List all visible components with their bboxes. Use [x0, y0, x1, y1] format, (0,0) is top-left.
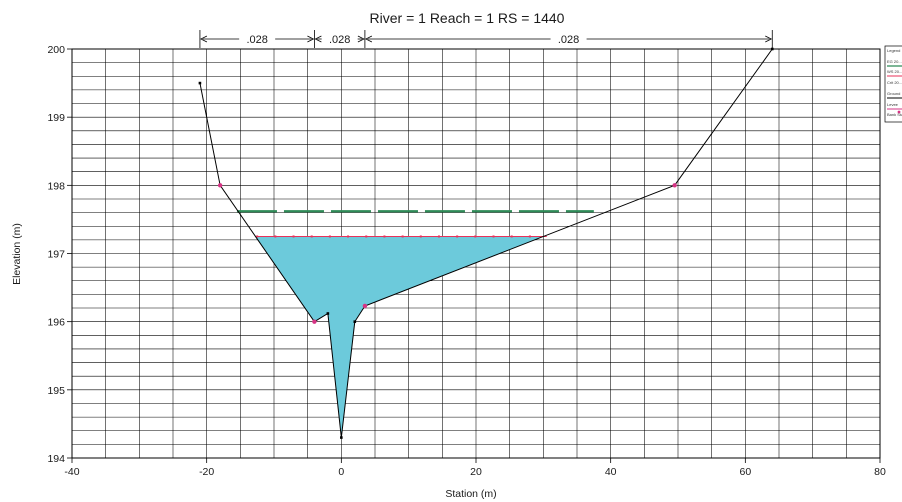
legend-entry: Crit 20... [887, 80, 902, 85]
x-tick-label: 20 [470, 466, 482, 478]
legend-entry: WS 20... [887, 69, 902, 74]
ground-point [198, 81, 202, 85]
x-tick-label: 40 [605, 466, 617, 478]
water-area [255, 236, 544, 438]
axes: -40 -20 0 20 40 60 80 194 195 196 197 198 199 200 [47, 44, 886, 478]
ground-point [340, 436, 343, 439]
legend-entry: Legend [887, 48, 900, 53]
ground-point [353, 320, 357, 323]
n-value-label: .028 [329, 34, 350, 46]
n-value-label: .028 [246, 34, 267, 46]
ground-points [198, 47, 774, 439]
ws-marker [456, 235, 459, 238]
x-tick-label: -20 [199, 466, 214, 478]
water-surface-line [256, 235, 547, 238]
x-axis-label: Station (m) [445, 488, 496, 500]
y-tick-label: 199 [47, 112, 65, 124]
ws-marker [474, 235, 477, 238]
y-tick-label: 195 [47, 385, 65, 397]
y-tick-label: 194 [47, 453, 65, 465]
n-arrowhead [307, 35, 315, 43]
x-tick-label: 60 [739, 466, 751, 478]
ws-marker [528, 235, 531, 238]
bank-station-marker [217, 183, 223, 188]
ws-marker [292, 235, 295, 238]
legend: Legend EG 20... WS 20... Crit 20... Ground Le… [884, 45, 902, 123]
x-tick-label: -40 [64, 466, 79, 478]
legend-box [884, 45, 902, 123]
legend-entry: Levee [887, 102, 899, 107]
ws-marker [347, 235, 350, 238]
chart-title: River = 1 Reach = 1 RS = 1440 [370, 10, 565, 26]
y-tick-label: 197 [47, 249, 65, 261]
ws-marker [401, 235, 404, 238]
n-arrowhead [765, 35, 773, 43]
ws-marker [328, 235, 331, 238]
ws-marker [256, 235, 259, 238]
n-arrowhead [365, 35, 373, 43]
legend-entry: EG 20... [887, 59, 902, 64]
legend-swatch-bank [897, 110, 901, 114]
bank-station-marker [362, 303, 368, 309]
x-tick-label: 80 [874, 466, 886, 478]
y-tick-label: 198 [47, 180, 65, 192]
y-tick-label: 200 [47, 44, 65, 56]
bank-station-marker [312, 319, 317, 324]
ws-marker [310, 235, 313, 238]
ws-marker [365, 235, 368, 238]
ground-point [326, 312, 330, 315]
ws-marker [383, 235, 386, 238]
manning-n-annotations: .028 .028 .028 [199, 30, 773, 48]
ws-marker [419, 235, 422, 238]
legend-entry: Bank Sta [887, 112, 902, 117]
bank-station-marker [672, 183, 677, 188]
n-value-label: .028 [558, 34, 579, 46]
legend-entry: Ground [887, 91, 900, 96]
n-arrowhead [357, 35, 365, 43]
n-arrowhead [314, 35, 322, 43]
ws-marker [274, 235, 277, 238]
y-tick-label: 196 [47, 317, 65, 329]
y-axis-label: Elevation (m) [11, 223, 23, 285]
ws-marker [492, 235, 495, 238]
ws-marker [437, 235, 440, 238]
water-fill [255, 236, 544, 438]
x-tick-label: 0 [338, 466, 344, 478]
ws-marker [510, 235, 513, 238]
n-arrowhead [200, 35, 208, 43]
